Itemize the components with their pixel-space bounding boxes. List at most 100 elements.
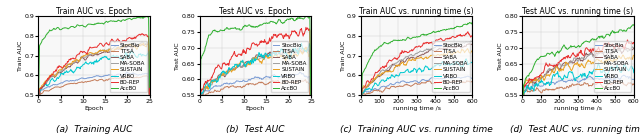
TTSA xyxy=(467,81,475,83)
TTSA xyxy=(364,93,372,95)
MA-SOBA xyxy=(467,40,475,42)
Legend: StocBio, TTSA, SABA, MA-SOBA, SUSTAIN, VRBO, BO-REP, AccBO: StocBio, TTSA, SABA, MA-SOBA, SUSTAIN, V… xyxy=(271,41,308,92)
VRBO xyxy=(307,103,315,105)
Text: (b)  Test AUC: (b) Test AUC xyxy=(226,125,285,134)
SUSTAIN xyxy=(136,44,144,46)
Text: (a)  Training AUC: (a) Training AUC xyxy=(56,125,132,134)
X-axis label: running time /s: running time /s xyxy=(393,106,441,111)
VRBO xyxy=(39,86,47,87)
TTSA xyxy=(634,100,640,102)
TTSA xyxy=(549,89,557,91)
TTSA xyxy=(55,86,63,88)
SUSTAIN xyxy=(525,82,533,83)
SUSTAIN xyxy=(55,69,63,71)
TTSA xyxy=(200,94,208,96)
StocBio xyxy=(624,76,632,78)
AccBO xyxy=(225,28,233,30)
MA-SOBA xyxy=(388,65,396,67)
Line: MA-SOBA: MA-SOBA xyxy=(200,47,311,104)
StocBio xyxy=(388,84,396,85)
TTSA xyxy=(298,80,305,82)
TTSA xyxy=(143,75,150,77)
SUSTAIN xyxy=(41,80,49,82)
Line: TTSA: TTSA xyxy=(38,76,150,95)
VRBO xyxy=(64,71,72,73)
MA-SOBA xyxy=(298,49,305,50)
VRBO xyxy=(298,46,306,47)
SABA xyxy=(137,43,145,45)
VRBO xyxy=(467,61,475,63)
StocBio xyxy=(296,71,303,73)
SUSTAIN xyxy=(216,76,224,77)
TTSA xyxy=(39,92,47,93)
SABA xyxy=(225,69,233,70)
Line: SABA: SABA xyxy=(200,50,311,104)
MA-SOBA xyxy=(523,88,531,89)
AccBO xyxy=(35,104,42,106)
BO-REP xyxy=(467,36,475,38)
MA-SOBA xyxy=(141,42,148,44)
AccBO xyxy=(525,73,533,75)
MA-SOBA xyxy=(364,84,372,86)
AccBO xyxy=(379,44,387,45)
VRBO xyxy=(137,53,145,55)
MA-SOBA xyxy=(307,103,315,105)
Line: SUSTAIN: SUSTAIN xyxy=(200,47,311,101)
MA-SOBA xyxy=(35,96,42,97)
SABA xyxy=(35,96,42,97)
BO-REP xyxy=(472,96,480,97)
SABA xyxy=(388,65,396,67)
AccBO xyxy=(302,15,310,17)
BO-REP xyxy=(388,60,396,62)
SUSTAIN xyxy=(357,96,365,97)
SABA xyxy=(41,84,49,85)
MA-SOBA xyxy=(462,41,470,42)
MA-SOBA xyxy=(362,87,369,89)
SABA xyxy=(523,88,531,90)
AccBO xyxy=(216,29,224,31)
Title: Test AUC vs. Epoch: Test AUC vs. Epoch xyxy=(219,7,292,16)
AccBO xyxy=(203,43,211,44)
SABA xyxy=(467,44,474,45)
VRBO xyxy=(298,43,305,44)
TTSA xyxy=(628,83,636,85)
StocBio xyxy=(203,90,211,92)
BO-REP xyxy=(518,97,526,99)
MA-SOBA xyxy=(136,42,144,44)
AccBO xyxy=(39,39,47,40)
VRBO xyxy=(628,67,636,68)
MA-SOBA xyxy=(203,87,211,88)
MA-SOBA xyxy=(64,63,72,65)
AccBO xyxy=(136,17,144,19)
VRBO xyxy=(549,75,557,76)
SUSTAIN xyxy=(364,84,372,86)
Line: TTSA: TTSA xyxy=(200,80,311,95)
VRBO xyxy=(472,97,480,99)
MA-SOBA xyxy=(628,46,636,48)
Line: StocBio: StocBio xyxy=(200,72,311,95)
VRBO xyxy=(35,97,42,99)
TTSA xyxy=(140,75,148,77)
StocBio xyxy=(123,72,131,73)
SABA xyxy=(362,88,369,89)
TTSA xyxy=(146,94,154,96)
StocBio xyxy=(379,86,387,87)
SABA xyxy=(525,83,533,84)
TTSA xyxy=(523,89,531,91)
AccBO xyxy=(628,26,636,27)
VRBO xyxy=(362,89,369,91)
TTSA xyxy=(302,80,310,81)
VRBO xyxy=(41,83,49,85)
AccBO xyxy=(467,22,475,24)
MA-SOBA xyxy=(138,41,146,43)
StocBio xyxy=(307,94,315,96)
MA-SOBA xyxy=(146,92,154,93)
Line: StocBio: StocBio xyxy=(361,76,476,98)
BO-REP xyxy=(462,33,470,35)
SUSTAIN xyxy=(472,96,480,97)
MA-SOBA xyxy=(467,41,474,42)
SUSTAIN xyxy=(203,87,211,89)
SABA xyxy=(307,103,315,105)
MA-SOBA xyxy=(628,47,636,49)
SABA xyxy=(55,72,63,73)
